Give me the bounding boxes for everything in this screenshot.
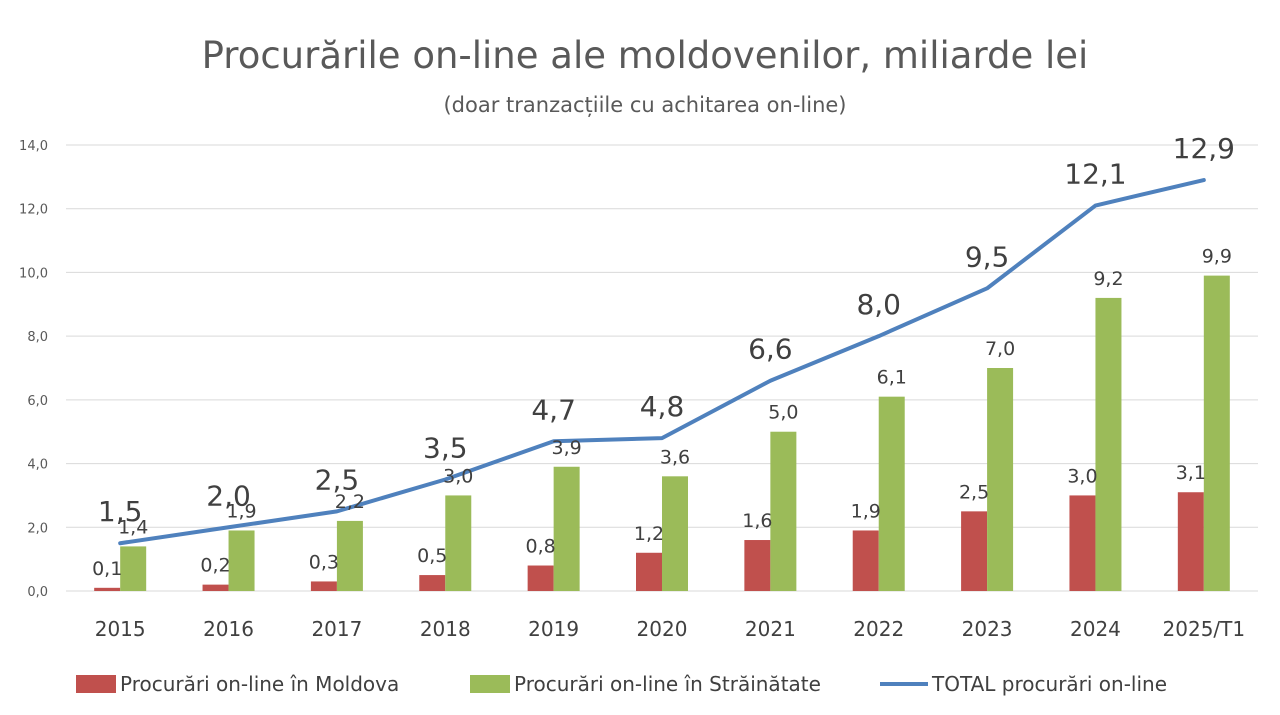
data-label-moldova: 1,2 [634,523,664,545]
chart-title: Procurările on-line ale moldovenilor, mi… [202,34,1089,77]
bar-moldova [961,511,988,591]
bar-moldova [94,587,121,591]
legend-label: TOTAL procurări on-line [931,672,1167,696]
y-tick-label: 14,0 [19,139,48,154]
data-label-moldova: 0,5 [417,545,447,567]
data-label-strainatate: 3,9 [552,437,582,459]
data-label-total: 6,6 [748,333,793,366]
bar-strainatate [445,495,472,591]
data-label-strainatate: 7,0 [985,338,1015,360]
x-tick-label: 2016 [203,617,254,641]
total-point [986,287,988,289]
data-label-moldova: 2,5 [959,481,989,503]
bar-strainatate [120,546,147,591]
bar-strainatate [228,530,255,591]
data-label-moldova: 1,9 [851,500,881,522]
data-label-total: 12,1 [1064,158,1126,191]
y-tick-label: 4,0 [27,458,48,473]
x-tick-label: 2018 [420,617,471,641]
data-label-strainatate: 5,0 [768,402,798,424]
data-label-strainatate: 9,9 [1202,246,1232,268]
total-point [1203,179,1205,181]
data-label-total: 12,9 [1173,132,1235,165]
legend-item: TOTAL procurări on-line [880,672,1167,696]
data-label-total: 3,5 [423,432,468,465]
data-label-total: 2,0 [206,479,251,512]
bar-moldova [202,584,229,591]
data-label-strainatate: 9,2 [1093,268,1123,290]
x-tick-label: 2021 [745,617,796,641]
data-label-total: 1,5 [98,495,143,528]
x-tick-label: 2017 [311,617,362,641]
y-tick-label: 2,0 [27,521,48,536]
x-tick-label: 2025/T1 [1163,617,1246,641]
bar-strainatate [1203,275,1230,591]
total-point [878,335,880,337]
legend-label: Procurări on-line în Străinătate [514,672,821,696]
bar-strainatate [878,396,905,591]
total-point [769,380,771,382]
data-label-strainatate: 1,9 [226,500,256,522]
data-label-strainatate: 1,4 [118,516,148,538]
x-tick-label: 2024 [1070,617,1121,641]
data-label-total: 2,5 [315,463,360,496]
data-label-total: 9,5 [965,240,1010,273]
data-label-moldova: 0,3 [309,551,339,573]
bar-moldova [852,530,879,591]
x-tick-label: 2023 [962,617,1013,641]
data-label-moldova: 0,1 [92,558,122,580]
bar-moldova [527,565,554,591]
data-label-strainatate: 2,2 [335,491,365,513]
legend-item: Procurări on-line în Străinătate [470,672,821,696]
data-label-moldova: 0,8 [526,536,556,558]
data-label-total: 4,7 [531,393,576,426]
data-label-moldova: 3,0 [1067,465,1097,487]
chart-subtitle: (doar tranzacțiile cu achitarea on-line) [443,93,846,117]
bar-strainatate [336,520,363,591]
legend-label: Procurări on-line în Moldova [120,672,399,696]
total-point [336,510,338,512]
y-tick-label: 0,0 [27,585,48,600]
bar-moldova [744,540,771,591]
bar-moldova [419,575,446,591]
x-tick-label: 2015 [95,617,146,641]
total-point [119,542,121,544]
bar-strainatate [987,368,1014,591]
legend-swatch [76,675,116,693]
x-tick-label: 2022 [853,617,904,641]
data-label-strainatate: 3,6 [660,446,690,468]
y-tick-label: 8,0 [27,330,48,345]
total-point [1094,205,1096,207]
bar-moldova [310,581,337,591]
data-label-moldova: 3,1 [1176,462,1206,484]
total-point [553,440,555,442]
bar-strainatate [770,431,797,591]
data-label-moldova: 0,2 [200,555,230,577]
legend-swatch [470,675,510,693]
bar-moldova [636,552,662,591]
bar-moldova [1069,495,1096,591]
total-point [228,526,230,528]
data-label-strainatate: 3,0 [443,465,473,487]
x-tick-label: 2020 [637,617,688,641]
data-label-total: 8,0 [856,288,901,321]
data-label-moldova: 1,6 [742,510,772,532]
total-point [661,437,663,439]
data-label-total: 4,8 [640,390,685,423]
total-point [444,479,446,480]
data-label-strainatate: 6,1 [877,367,907,389]
y-tick-label: 12,0 [19,203,48,218]
bar-strainatate [553,466,580,591]
bar-strainatate [662,476,688,591]
legend-item: Procurări on-line în Moldova [76,672,399,696]
bar-moldova [1177,492,1204,591]
y-tick-label: 10,0 [19,266,48,281]
y-tick-label: 6,0 [27,394,48,409]
x-tick-label: 2019 [528,617,579,641]
bar-strainatate [1095,297,1122,591]
